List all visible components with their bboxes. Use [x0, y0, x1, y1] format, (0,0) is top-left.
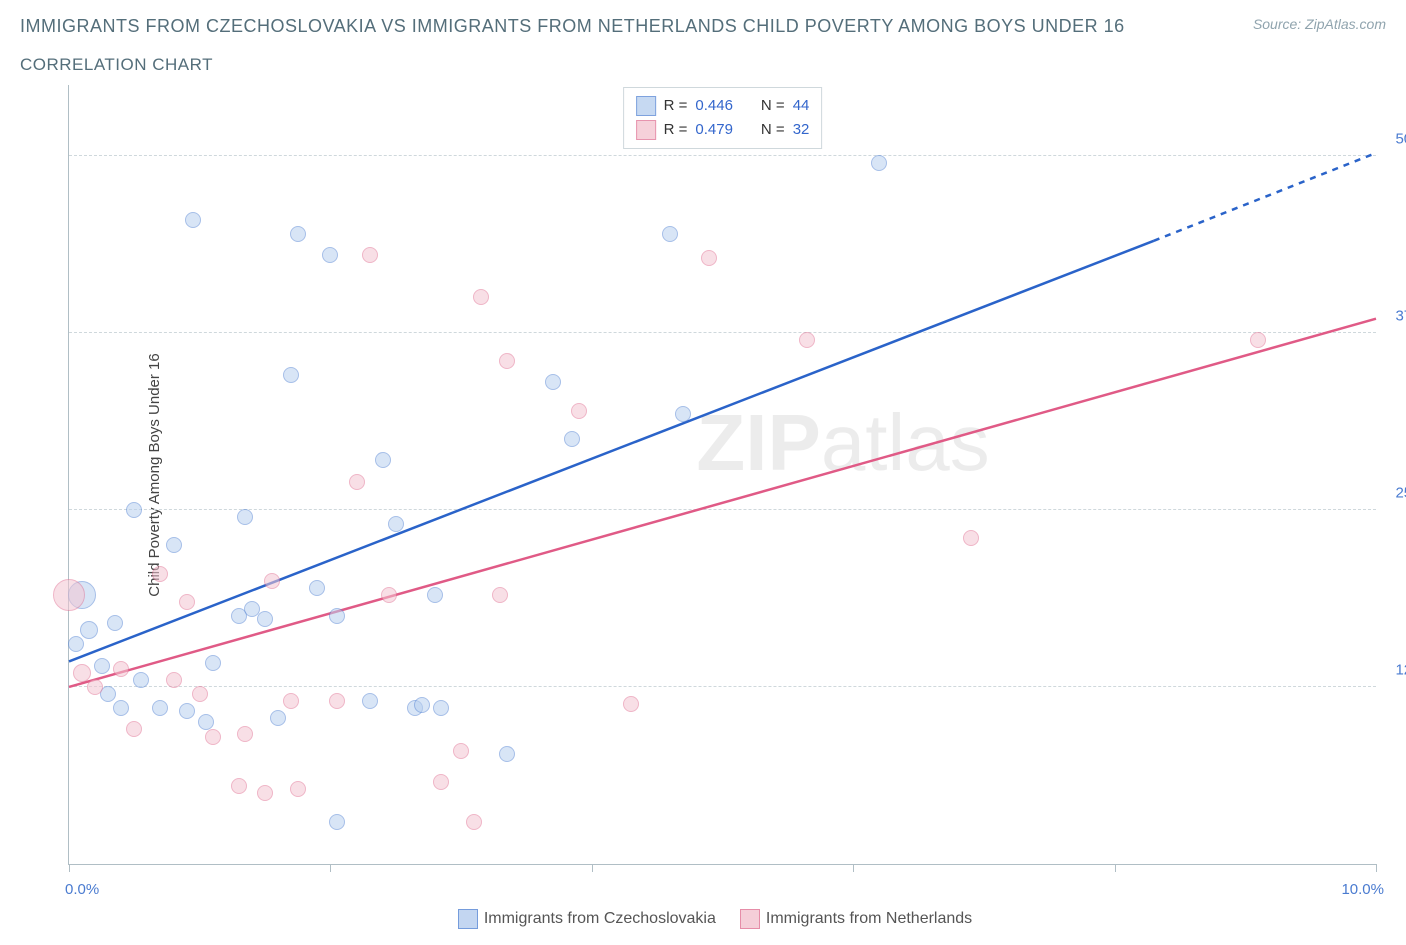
legend-swatch — [636, 96, 656, 116]
data-point-neth — [433, 774, 449, 790]
data-point-neth — [329, 693, 345, 709]
data-point-czech — [107, 615, 123, 631]
data-point-neth — [799, 332, 815, 348]
data-point-czech — [675, 406, 691, 422]
data-point-czech — [94, 658, 110, 674]
data-point-czech — [388, 516, 404, 532]
data-point-czech — [309, 580, 325, 596]
data-point-neth — [499, 353, 515, 369]
data-point-czech — [133, 672, 149, 688]
plot-area: Child Poverty Among Boys Under 16 R = 0.… — [68, 85, 1376, 865]
legend-series-label: Immigrants from Netherlands — [766, 910, 972, 927]
data-point-czech — [433, 700, 449, 716]
x-tick — [592, 864, 593, 872]
data-point-czech — [545, 374, 561, 390]
data-point-neth — [73, 664, 91, 682]
x-tick — [330, 864, 331, 872]
data-point-neth — [453, 743, 469, 759]
data-point-czech — [185, 212, 201, 228]
legend-swatch — [636, 120, 656, 140]
data-point-czech — [152, 700, 168, 716]
data-point-neth — [126, 721, 142, 737]
x-axis-max-label: 10.0% — [1341, 881, 1384, 898]
source-attribution: Source: ZipAtlas.com — [1253, 16, 1386, 32]
x-tick — [69, 864, 70, 872]
data-point-neth — [257, 785, 273, 801]
y-tick-label: 25.0% — [1395, 484, 1406, 501]
data-point-neth — [473, 289, 489, 305]
legend-swatch — [458, 909, 478, 929]
legend-swatch — [740, 909, 760, 929]
legend-series-label: Immigrants from Czechoslovakia — [484, 910, 716, 927]
data-point-czech — [499, 746, 515, 762]
data-point-czech — [329, 814, 345, 830]
data-point-neth — [571, 403, 587, 419]
trend-line-neth — [69, 319, 1376, 687]
data-point-neth — [701, 250, 717, 266]
data-point-neth — [623, 696, 639, 712]
data-point-neth — [492, 587, 508, 603]
trend-lines — [69, 85, 1376, 864]
data-point-czech — [662, 226, 678, 242]
data-point-czech — [322, 247, 338, 263]
data-point-neth — [283, 693, 299, 709]
data-point-neth — [53, 579, 85, 611]
data-point-czech — [414, 697, 430, 713]
data-point-neth — [192, 686, 208, 702]
data-point-czech — [427, 587, 443, 603]
data-point-neth — [264, 573, 280, 589]
correlation-legend-row: R = 0.479N = 32 — [636, 118, 810, 142]
data-point-neth — [152, 566, 168, 582]
correlation-legend-row: R = 0.446N = 44 — [636, 94, 810, 118]
x-axis-min-label: 0.0% — [65, 881, 99, 898]
chart-subtitle: CORRELATION CHART — [20, 55, 1125, 75]
data-point-neth — [87, 679, 103, 695]
data-point-neth — [179, 594, 195, 610]
data-point-czech — [375, 452, 391, 468]
trend-line-czech — [69, 241, 1154, 662]
data-point-neth — [1250, 332, 1266, 348]
data-point-czech — [205, 655, 221, 671]
data-point-neth — [205, 729, 221, 745]
correlation-legend: R = 0.446N = 44R = 0.479N = 32 — [623, 87, 823, 149]
data-point-czech — [80, 621, 98, 639]
data-point-czech — [564, 431, 580, 447]
series-legend: Immigrants from Czechoslovakia Immigrants… — [20, 909, 1386, 929]
data-point-czech — [283, 367, 299, 383]
data-point-czech — [179, 703, 195, 719]
data-point-neth — [237, 726, 253, 742]
data-point-neth — [381, 587, 397, 603]
data-point-czech — [362, 693, 378, 709]
data-point-czech — [166, 537, 182, 553]
data-point-czech — [270, 710, 286, 726]
data-point-neth — [290, 781, 306, 797]
x-tick — [1115, 864, 1116, 872]
data-point-czech — [68, 636, 84, 652]
data-point-neth — [166, 672, 182, 688]
data-point-neth — [362, 247, 378, 263]
data-point-neth — [349, 474, 365, 490]
data-point-czech — [113, 700, 129, 716]
data-point-czech — [290, 226, 306, 242]
data-point-czech — [237, 509, 253, 525]
data-point-neth — [113, 661, 129, 677]
data-point-neth — [231, 778, 247, 794]
data-point-neth — [466, 814, 482, 830]
y-tick-label: 37.5% — [1395, 307, 1406, 324]
y-tick-label: 12.5% — [1395, 661, 1406, 678]
trend-line-dash-czech — [1154, 153, 1376, 241]
data-point-neth — [963, 530, 979, 546]
data-point-czech — [126, 502, 142, 518]
data-point-czech — [329, 608, 345, 624]
y-tick-label: 50.0% — [1395, 130, 1406, 147]
x-tick — [1376, 864, 1377, 872]
data-point-czech — [871, 155, 887, 171]
x-tick — [853, 864, 854, 872]
chart-title: IMMIGRANTS FROM CZECHOSLOVAKIA VS IMMIGR… — [20, 16, 1125, 37]
data-point-czech — [257, 611, 273, 627]
